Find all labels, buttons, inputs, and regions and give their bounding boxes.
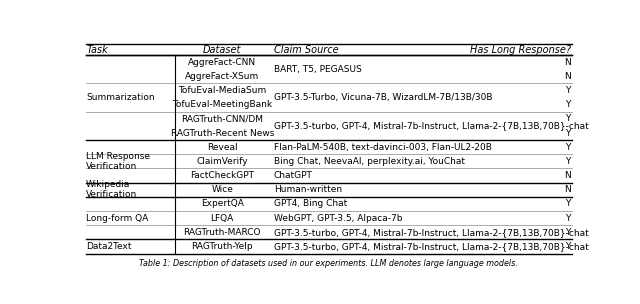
- Text: Human-written: Human-written: [274, 185, 342, 194]
- Text: Y: Y: [565, 199, 571, 209]
- Text: Long-form QA: Long-form QA: [86, 214, 148, 223]
- Text: ClaimVerify: ClaimVerify: [196, 157, 248, 166]
- Text: AggreFact-CNN: AggreFact-CNN: [188, 57, 256, 67]
- Text: Wice: Wice: [211, 185, 233, 194]
- Text: FactCheckGPT: FactCheckGPT: [190, 171, 254, 180]
- Text: Reveal: Reveal: [207, 143, 237, 152]
- Text: N: N: [564, 185, 571, 194]
- Text: AggreFact-XSum: AggreFact-XSum: [185, 72, 259, 81]
- Text: BART, T5, PEGASUS: BART, T5, PEGASUS: [274, 65, 362, 74]
- Text: Y: Y: [565, 157, 571, 166]
- Text: N: N: [564, 72, 571, 81]
- Text: LLM Response
Verification: LLM Response Verification: [86, 152, 150, 171]
- Text: ChatGPT: ChatGPT: [274, 171, 312, 180]
- Text: GPT4, Bing Chat: GPT4, Bing Chat: [274, 199, 347, 209]
- Text: GPT-3.5-Turbo, Vicuna-7B, WizardLM-7B/13B/30B: GPT-3.5-Turbo, Vicuna-7B, WizardLM-7B/13…: [274, 93, 492, 102]
- Text: Claim Source: Claim Source: [274, 45, 339, 55]
- Text: N: N: [564, 171, 571, 180]
- Text: Y: Y: [565, 100, 571, 109]
- Text: RAGTruth-Yelp: RAGTruth-Yelp: [191, 242, 253, 251]
- Text: TofuEval-MeetingBank: TofuEval-MeetingBank: [172, 100, 272, 109]
- Text: Data2Text: Data2Text: [86, 242, 132, 251]
- Text: GPT-3.5-turbo, GPT-4, Mistral-7b-Instruct, Llama-2-{7B,13B,70B}-chat: GPT-3.5-turbo, GPT-4, Mistral-7b-Instruc…: [274, 121, 589, 130]
- Text: Summarization: Summarization: [86, 93, 155, 102]
- Text: Y: Y: [565, 129, 571, 137]
- Text: Dataset: Dataset: [203, 45, 241, 55]
- Text: GPT-3.5-turbo, GPT-4, Mistral-7b-Instruct, Llama-2-{7B,13B,70B}-chat: GPT-3.5-turbo, GPT-4, Mistral-7b-Instruc…: [274, 242, 589, 251]
- Text: Y: Y: [565, 114, 571, 123]
- Text: Task: Task: [86, 45, 108, 55]
- Text: Table 1: Description of datasets used in our experiments. LLM denotes large lang: Table 1: Description of datasets used in…: [139, 259, 517, 268]
- Text: GPT-3.5-turbo, GPT-4, Mistral-7b-Instruct, Llama-2-{7B,13B,70B}-chat: GPT-3.5-turbo, GPT-4, Mistral-7b-Instruc…: [274, 228, 589, 237]
- Text: Y: Y: [565, 86, 571, 95]
- Text: Y: Y: [565, 143, 571, 152]
- Text: Bing Chat, NeevaAI, perplexity.ai, YouChat: Bing Chat, NeevaAI, perplexity.ai, YouCh…: [274, 157, 465, 166]
- Text: Y: Y: [565, 228, 571, 237]
- Text: Wikipedia
Verification: Wikipedia Verification: [86, 180, 138, 199]
- Text: N: N: [564, 57, 571, 67]
- Text: ExpertQA: ExpertQA: [201, 199, 244, 209]
- Text: Y: Y: [565, 214, 571, 223]
- Text: RAGTruth-CNN/DM: RAGTruth-CNN/DM: [181, 114, 263, 123]
- Text: TofuEval-MediaSum: TofuEval-MediaSum: [178, 86, 266, 95]
- Text: WebGPT, GPT-3.5, Alpaca-7b: WebGPT, GPT-3.5, Alpaca-7b: [274, 214, 403, 223]
- Text: RAGTruth-MARCO: RAGTruth-MARCO: [184, 228, 261, 237]
- Text: Flan-PaLM-540B, text-davinci-003, Flan-UL2-20B: Flan-PaLM-540B, text-davinci-003, Flan-U…: [274, 143, 492, 152]
- Text: Has Long Response?: Has Long Response?: [470, 45, 571, 55]
- Text: LFQA: LFQA: [211, 214, 234, 223]
- Text: Y: Y: [565, 242, 571, 251]
- Text: RAGTruth-Recent News: RAGTruth-Recent News: [170, 129, 274, 137]
